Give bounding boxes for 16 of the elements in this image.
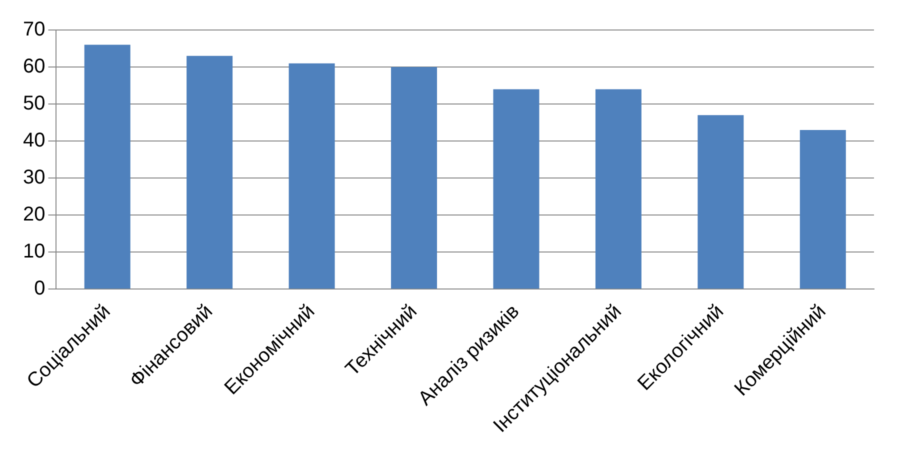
bar	[800, 130, 846, 289]
y-tick-label: 10	[22, 240, 46, 263]
bar	[698, 115, 744, 289]
y-tick-label: 50	[22, 92, 46, 115]
bar	[186, 56, 233, 289]
y-tick-label: 40	[22, 130, 46, 152]
y-tick-label: 20	[22, 204, 46, 226]
y-tick-label: 60	[22, 56, 46, 78]
bar	[288, 63, 335, 289]
bar	[493, 89, 540, 289]
bar	[391, 67, 438, 289]
y-tick-label: 0	[34, 278, 46, 300]
bar	[595, 89, 642, 289]
bar	[84, 44, 130, 289]
y-tick-label: 70	[22, 18, 46, 41]
y-tick-label: 30	[22, 166, 46, 189]
